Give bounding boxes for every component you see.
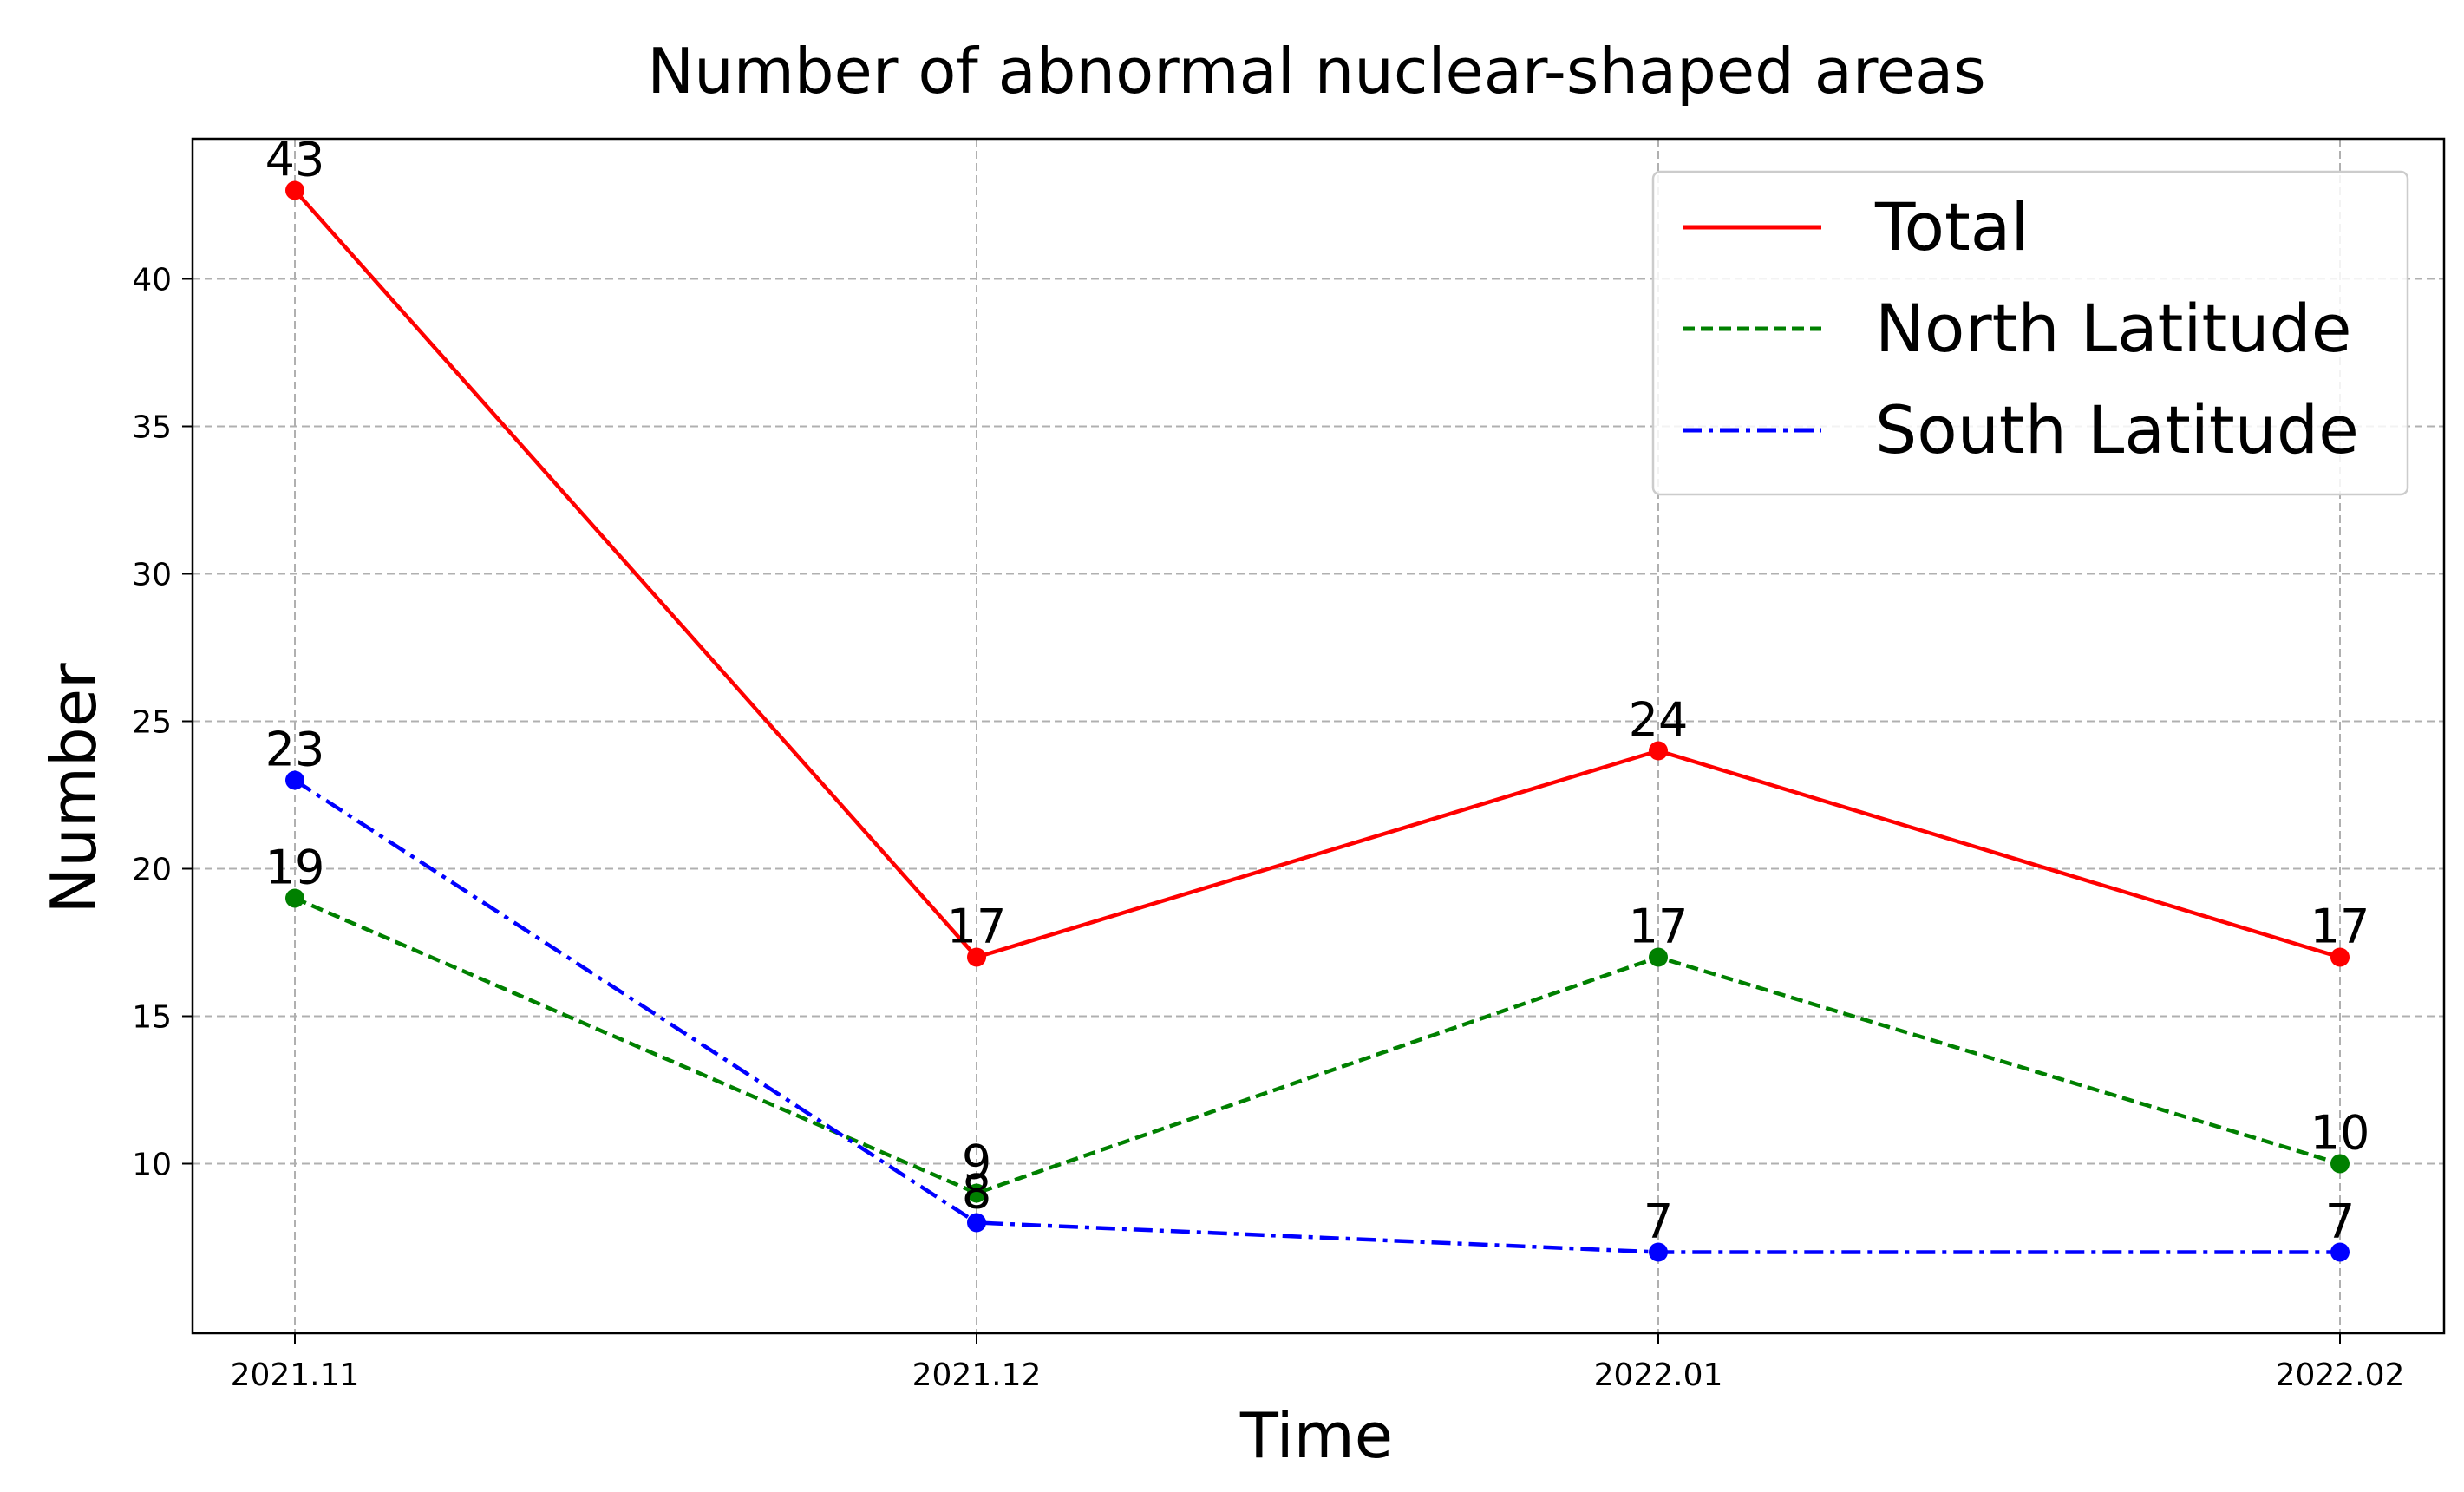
y-tick-label: 25 — [132, 705, 172, 741]
data-point — [1649, 1242, 1668, 1262]
legend-label: Total — [1874, 188, 2029, 265]
data-point — [1649, 947, 1668, 967]
chart-title: Number of abnormal nuclear-shaped areas — [647, 35, 1986, 108]
data-point — [967, 1183, 986, 1203]
data-label: 7 — [2325, 1194, 2355, 1249]
series-line-2 — [293, 778, 2340, 1254]
x-tick-label: 2022.01 — [1594, 1358, 1723, 1393]
data-label: 43 — [265, 133, 325, 187]
x-tick-label: 2021.12 — [912, 1358, 1042, 1393]
data-labels: 43 17 24 17 19 9 17 10 23 8 7 7 — [265, 133, 2370, 1249]
legend-label: North Latitude — [1875, 290, 2352, 367]
data-point — [285, 888, 304, 908]
data-point — [967, 947, 986, 967]
data-label: 9 — [962, 1135, 991, 1190]
series-line-1 — [294, 896, 2341, 1195]
data-point — [967, 1213, 986, 1233]
data-label: 23 — [265, 723, 325, 777]
y-tick-label: 30 — [132, 558, 172, 593]
series-line-0 — [293, 189, 2341, 960]
y-tick-label: 15 — [132, 1000, 172, 1036]
data-point — [1649, 741, 1668, 761]
ticks: 2021.11 2021.12 2022.01 2022.02 10 15 20 25 30 35… — [132, 263, 2404, 1394]
x-tick-label: 2021.11 — [231, 1358, 360, 1393]
data-point — [2330, 1154, 2350, 1174]
data-point — [2330, 947, 2350, 967]
data-label: 17 — [1629, 900, 1689, 954]
y-axis-label: Number — [37, 663, 110, 914]
data-label: 7 — [1644, 1194, 1673, 1249]
data-label: 10 — [2310, 1106, 2370, 1161]
y-tick-label: 20 — [132, 853, 172, 888]
legend-label: South Latitude — [1875, 391, 2359, 468]
data-label: 17 — [2310, 900, 2370, 954]
data-point — [285, 180, 304, 200]
series-layer — [285, 180, 2350, 1262]
x-axis-label: Time — [1239, 1399, 1393, 1472]
data-label: 19 — [265, 841, 325, 895]
data-label: 24 — [1629, 693, 1689, 748]
data-point — [285, 770, 304, 790]
y-tick-label: 35 — [132, 410, 172, 446]
y-tick-label: 10 — [132, 1148, 172, 1183]
plot-frame — [191, 137, 2446, 1335]
x-tick-label: 2022.02 — [2276, 1358, 2405, 1393]
legend: Total North Latitude South Latitude — [1651, 170, 2409, 496]
data-label: 8 — [962, 1165, 991, 1220]
y-tick-label: 40 — [132, 263, 172, 298]
legend-box — [1651, 170, 2409, 496]
data-label: 17 — [947, 900, 1007, 954]
data-point — [2330, 1242, 2350, 1262]
